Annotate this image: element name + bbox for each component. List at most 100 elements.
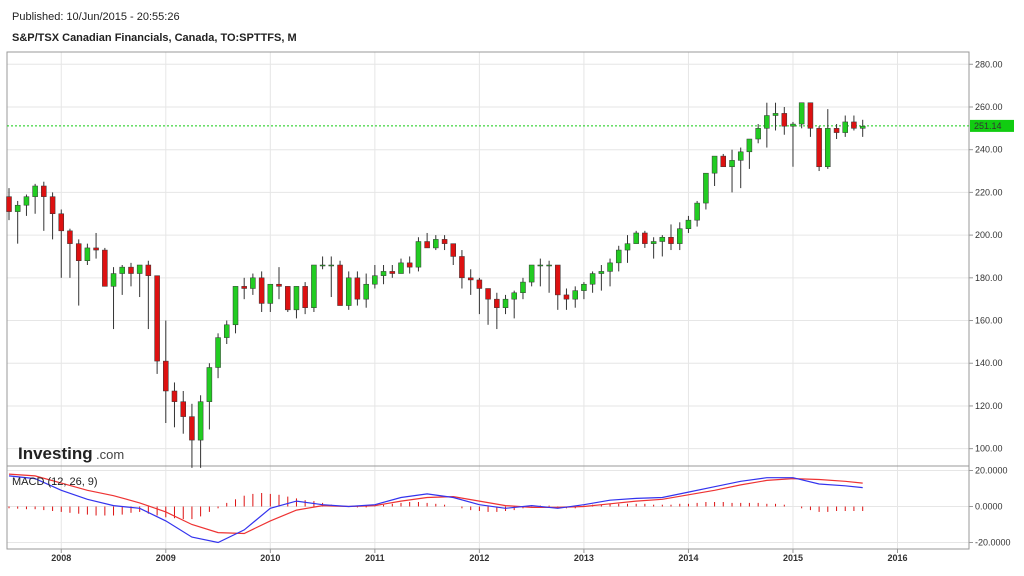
candle-body — [363, 283, 369, 300]
x-tick-label: 2010 — [260, 553, 280, 563]
instrument-title: S&P/TSX Canadian Financials, Canada, TO:… — [12, 32, 297, 44]
candle-body — [319, 264, 326, 267]
candle-body — [293, 286, 300, 311]
brand-name: Investing — [18, 444, 93, 463]
y-tick-label: 160.00 — [975, 316, 1003, 326]
candle-body — [589, 273, 596, 285]
candle-body — [215, 337, 221, 368]
candle-body — [110, 273, 117, 287]
candle-body — [441, 239, 448, 244]
macd-y-tick-label: 0.0000 — [975, 502, 1003, 512]
last-price-label: 251.14 — [974, 121, 1002, 131]
candle-body — [41, 185, 47, 197]
candle-body — [433, 239, 439, 249]
candle-body — [450, 243, 457, 257]
candle-body — [798, 102, 805, 125]
plot-frame — [6, 51, 970, 550]
candle-body — [781, 113, 788, 127]
candle-body — [729, 160, 735, 168]
candle-body — [206, 367, 213, 402]
candle-body — [337, 264, 343, 306]
candle-body — [720, 155, 727, 168]
y-tick-label: 260.00 — [975, 102, 1003, 112]
candle-body — [772, 113, 779, 116]
candle-body — [546, 264, 552, 267]
candle-body — [694, 202, 700, 221]
axes: 2008 2009 2010 2011 2012 2013 2014 2015 2016 100.… — [51, 59, 1014, 563]
candle-body — [711, 155, 718, 174]
candle-body — [58, 213, 65, 232]
candle-body — [703, 172, 709, 204]
candle-body — [119, 266, 125, 274]
candle-body — [494, 298, 500, 308]
candle-body — [485, 288, 491, 300]
candle-body — [737, 151, 744, 161]
candle-body — [650, 241, 657, 244]
candle-body — [136, 264, 143, 274]
candle-body — [67, 230, 73, 244]
candle-body — [816, 128, 822, 168]
x-tick-label: 2013 — [574, 553, 594, 563]
macd-panel — [8, 473, 864, 544]
x-tick-label: 2009 — [156, 553, 176, 563]
candle-body — [285, 286, 291, 311]
price-panel — [6, 102, 969, 468]
x-tick-label: 2014 — [678, 553, 698, 563]
macd-signal-line — [8, 473, 863, 535]
published-timestamp: Published: 10/Jun/2015 - 20:55:26 — [12, 11, 180, 23]
candle-body — [372, 275, 378, 285]
candle-body — [642, 232, 648, 244]
candle-body — [581, 283, 587, 291]
candle-body — [633, 232, 639, 244]
macd-y-tick-label: -20.0000 — [975, 538, 1011, 548]
candle-body — [49, 196, 56, 215]
candle-body — [6, 196, 12, 212]
candle-body — [598, 271, 605, 274]
candle-body — [93, 247, 99, 251]
candle-body — [842, 121, 848, 133]
candle-body — [75, 243, 82, 261]
x-tick-label: 2016 — [887, 553, 907, 563]
candle-body — [189, 416, 195, 441]
candle-body — [607, 262, 613, 272]
candle-body — [537, 264, 544, 267]
y-tick-label: 100.00 — [975, 444, 1003, 454]
candle-body — [14, 204, 21, 212]
candle-body — [476, 279, 483, 289]
candle-body — [415, 241, 422, 268]
brand-suffix: .com — [96, 447, 124, 462]
macd-line — [8, 475, 863, 544]
candle-body — [833, 128, 840, 133]
candle-body — [746, 138, 753, 153]
macd-label: MACD (12, 26, 9) — [12, 476, 98, 488]
candle-body — [354, 277, 361, 300]
candle-body — [668, 236, 674, 244]
candle-body — [424, 241, 430, 249]
candle-body — [624, 243, 631, 251]
candle-body — [511, 292, 517, 300]
candle-body — [163, 360, 169, 392]
candle-body — [502, 298, 509, 308]
candle-body — [232, 286, 239, 326]
candle-body — [520, 281, 526, 294]
y-tick-label: 240.00 — [975, 145, 1003, 155]
candle-body — [380, 271, 387, 276]
candle-body — [102, 249, 108, 287]
candle-body — [790, 123, 796, 127]
candle-body — [677, 228, 683, 244]
y-tick-label: 140.00 — [975, 358, 1003, 368]
candle-body — [154, 275, 160, 362]
candle-body — [851, 121, 857, 129]
candle-body — [755, 128, 761, 140]
y-tick-label: 180.00 — [975, 273, 1003, 283]
candle-body — [302, 286, 308, 308]
candle-body — [171, 390, 178, 402]
x-tick-label: 2011 — [365, 553, 385, 563]
candle-body — [197, 401, 204, 441]
candle-body — [223, 324, 230, 338]
x-tick-label: 2008 — [51, 553, 71, 563]
candle-body — [859, 125, 866, 129]
candle-body — [345, 277, 352, 306]
candle-body — [528, 264, 535, 283]
